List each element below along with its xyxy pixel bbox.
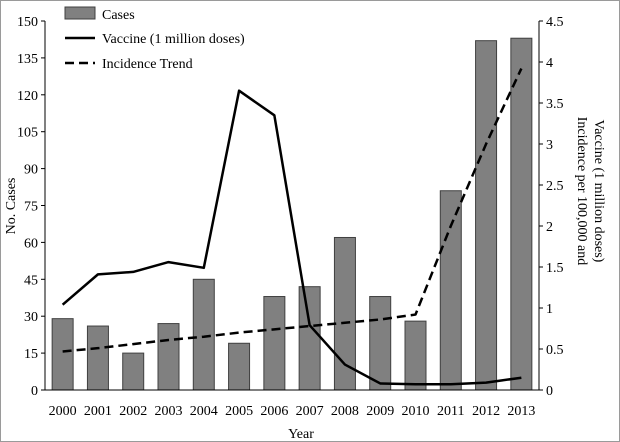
- bar-2011: [439, 190, 462, 391]
- right-tick-label: 2: [546, 220, 553, 235]
- right-tick-label: 0.5: [546, 343, 564, 358]
- legend: Cases Vaccine (1 million doses) Incidenc…: [64, 6, 245, 72]
- bar-2004: [192, 278, 215, 391]
- right-ticks: 0 0.5 1 1.5 2 2.5 3 3.5 4 4.5: [539, 15, 564, 399]
- right-tick-label: 2.5: [546, 179, 564, 194]
- left-tick-label: 90: [24, 163, 38, 178]
- left-tick-label: 105: [17, 126, 38, 141]
- x-tick-label: 2012: [472, 404, 500, 419]
- y-axis-right-title-line1: Incidence per 100,000 and: [574, 117, 589, 266]
- left-ticks: 0 15 30 45 60 75 90 105 120 135 150: [17, 15, 45, 399]
- bar-2006: [263, 296, 286, 391]
- x-ticks: 2000 2001 2002 2003 2004 2005 2006 2007 2008 2009…: [49, 404, 536, 419]
- x-tick-label: 2010: [402, 404, 430, 419]
- left-tick-label: 60: [24, 236, 38, 251]
- left-tick-label: 15: [24, 347, 38, 362]
- bar-2013: [510, 37, 533, 391]
- x-tick-label: 2001: [84, 404, 112, 419]
- left-tick-label: 150: [17, 15, 38, 30]
- left-tick-label: 45: [24, 273, 38, 288]
- bar-2000: [51, 318, 74, 391]
- left-tick-label: 135: [17, 52, 38, 67]
- x-tick-label: 2004: [190, 404, 218, 419]
- left-tick-label: 120: [17, 89, 38, 104]
- right-tick-label: 3.5: [546, 97, 564, 112]
- x-tick-label: 2007: [296, 404, 324, 419]
- right-tick-label: 4.5: [546, 15, 564, 30]
- left-tick-label: 30: [24, 310, 38, 325]
- y-axis-right-title-line2: Vaccine (1 million doses): [591, 120, 606, 263]
- x-axis-title: Year: [288, 427, 314, 441]
- bar-2005: [228, 342, 251, 391]
- legend-label-cases: Cases: [102, 8, 135, 23]
- x-tick-label: 2005: [225, 404, 253, 419]
- bar-2009: [369, 296, 392, 391]
- x-tick-label: 2006: [260, 404, 288, 419]
- y-axis-title: No. Cases: [4, 178, 19, 235]
- legend-label-vaccine: Vaccine (1 million doses): [102, 32, 245, 47]
- x-tick-label: 2008: [331, 404, 359, 419]
- axes: [44, 21, 540, 391]
- legend-label-trend: Incidence Trend: [102, 57, 193, 72]
- bar-2007: [298, 286, 321, 391]
- right-tick-label: 0: [546, 384, 553, 399]
- x-tick-label: 2011: [437, 404, 464, 419]
- right-tick-label: 1: [546, 302, 553, 317]
- lines-layer: [61, 68, 523, 386]
- right-tick-label: 1.5: [546, 261, 564, 276]
- right-tick-label: 4: [546, 56, 553, 71]
- bar-2003: [157, 323, 180, 391]
- vaccine-line: [61, 89, 522, 386]
- incidence-trend-line: [62, 68, 523, 353]
- bar-2012: [475, 40, 498, 391]
- x-tick-label: 2002: [119, 404, 147, 419]
- legend-swatch-cases: [64, 6, 96, 20]
- x-tick-label: 2000: [49, 404, 77, 419]
- bar-2010: [404, 320, 427, 391]
- x-tick-label: 2009: [366, 404, 394, 419]
- x-tick-label: 2013: [507, 404, 535, 419]
- x-tick-label: 2003: [155, 404, 183, 419]
- right-tick-label: 3: [546, 138, 553, 153]
- bar-2002: [122, 352, 145, 391]
- bar-2001: [86, 325, 109, 391]
- left-tick-label: 0: [31, 384, 38, 399]
- left-tick-label: 75: [24, 200, 38, 215]
